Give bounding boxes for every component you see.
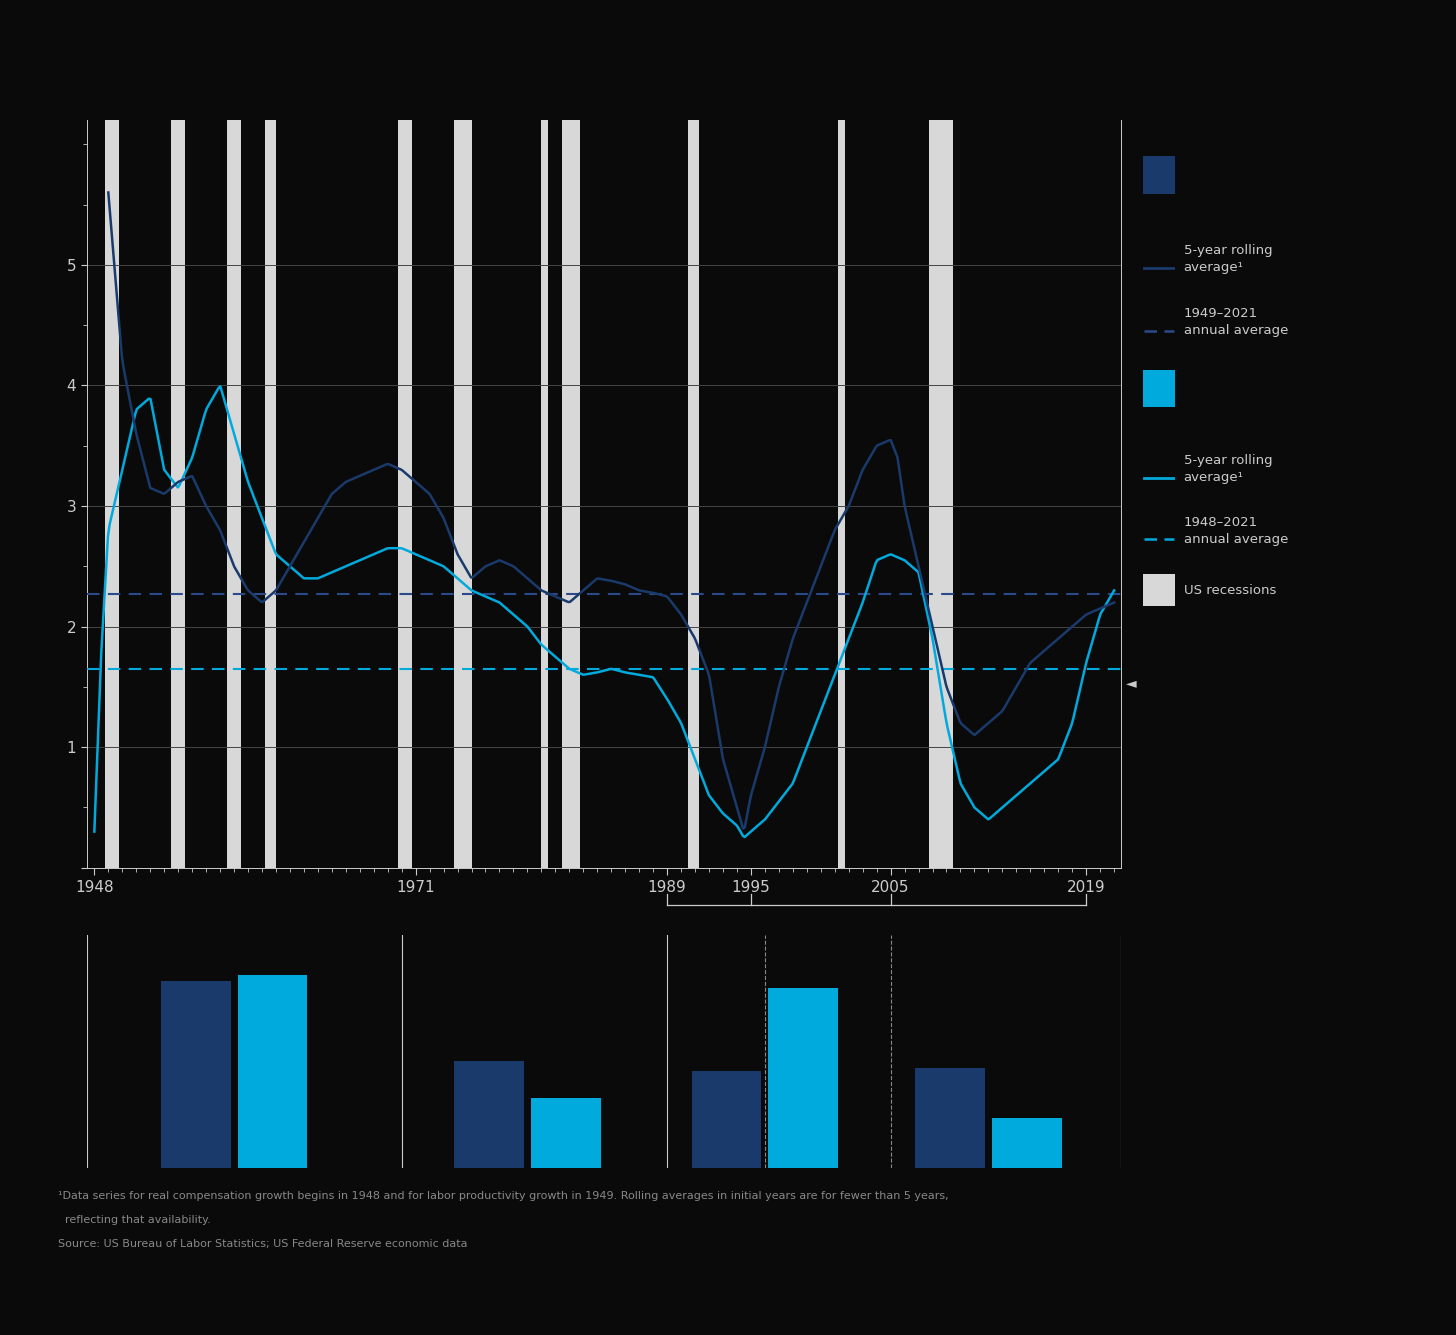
Text: 1948–2021
annual average: 1948–2021 annual average — [1184, 517, 1289, 546]
Text: reflecting that availability.: reflecting that availability. — [58, 1215, 211, 1224]
Text: ¹Data series for real compensation growth begins in 1948 and for labor productiv: ¹Data series for real compensation growt… — [58, 1191, 949, 1200]
Bar — [454, 120, 472, 868]
Bar — [454, 1061, 524, 1168]
Bar — [914, 1068, 984, 1168]
Bar — [839, 120, 846, 868]
Bar — [397, 120, 412, 868]
Bar — [769, 988, 839, 1168]
Bar — [542, 120, 549, 868]
Bar — [172, 120, 185, 868]
Bar — [562, 120, 579, 868]
Text: 5-year rolling
average¹: 5-year rolling average¹ — [1184, 244, 1273, 274]
Text: ◄: ◄ — [1125, 677, 1136, 690]
Bar — [237, 975, 307, 1168]
Bar — [689, 120, 699, 868]
Text: Source: US Bureau of Labor Statistics; US Federal Reserve economic data: Source: US Bureau of Labor Statistics; U… — [58, 1239, 467, 1248]
Text: US recessions: US recessions — [1184, 583, 1275, 597]
Bar — [692, 1071, 761, 1168]
Bar — [531, 1097, 601, 1168]
Bar — [929, 120, 954, 868]
Bar — [992, 1119, 1061, 1168]
Bar — [105, 120, 119, 868]
Text: 5-year rolling
average¹: 5-year rolling average¹ — [1184, 454, 1273, 483]
Bar — [227, 120, 242, 868]
Bar — [160, 981, 230, 1168]
Bar — [265, 120, 277, 868]
Text: 1949–2021
annual average: 1949–2021 annual average — [1184, 307, 1289, 336]
